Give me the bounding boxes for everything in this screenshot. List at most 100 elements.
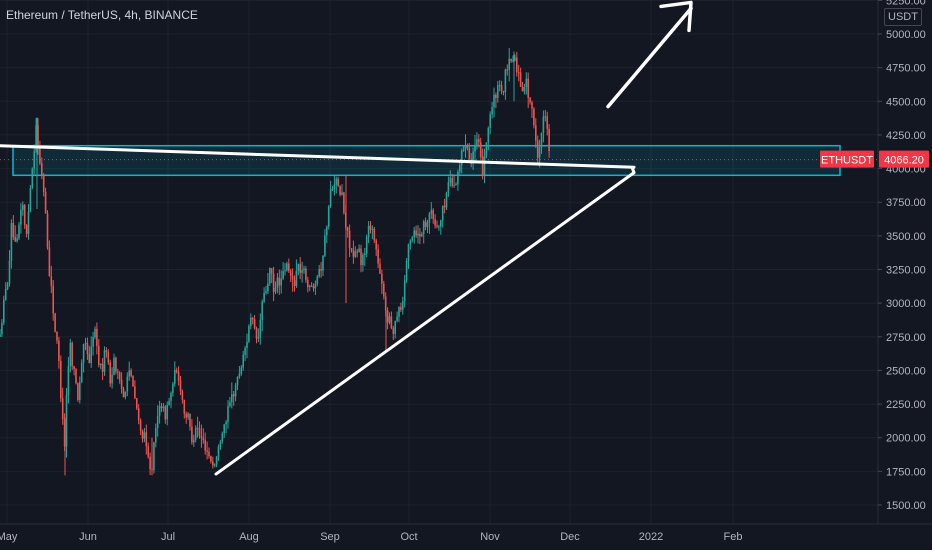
price-tick-label: 1500.00 xyxy=(886,500,926,512)
candlestick-series xyxy=(0,48,550,476)
candle-body xyxy=(364,253,366,255)
candle-body xyxy=(337,178,339,186)
candle-body xyxy=(487,128,490,143)
candle-body xyxy=(155,427,157,443)
candle-body xyxy=(96,328,98,346)
candle-body xyxy=(512,60,514,62)
candle-body xyxy=(143,432,146,439)
time-tick-label: Jul xyxy=(161,531,175,543)
candle-body xyxy=(371,228,374,230)
candle-body xyxy=(409,240,412,244)
candle-body xyxy=(516,57,518,73)
candle-body xyxy=(107,351,110,363)
candle-body xyxy=(41,163,43,176)
candle-body xyxy=(525,78,528,87)
candle-body xyxy=(98,345,100,365)
candle-body xyxy=(113,357,115,375)
candle-body xyxy=(326,226,328,236)
price-tick-label: 2250.00 xyxy=(886,399,926,411)
candle-body xyxy=(546,116,548,129)
candle-body xyxy=(58,340,60,361)
price-axis[interactable]: 1500.00 1750.00 2000.00 2250.00 2500.00 2750.… xyxy=(877,0,932,550)
candle-body xyxy=(462,148,465,151)
candle-body xyxy=(540,132,543,148)
candle-body xyxy=(196,427,199,429)
candle-body xyxy=(37,125,39,147)
candle-body xyxy=(535,125,537,141)
candle-body xyxy=(103,350,106,372)
candle-body xyxy=(354,251,357,257)
candle-body xyxy=(187,413,189,418)
candle-body xyxy=(362,254,364,266)
resistance-trendline xyxy=(0,144,636,169)
candle-body xyxy=(464,145,467,149)
candle-body xyxy=(120,379,123,389)
candle-body xyxy=(436,225,438,227)
candle-body xyxy=(455,184,457,186)
candle-body xyxy=(548,128,550,152)
candle-body xyxy=(375,240,377,250)
price-tick-label: 3500.00 xyxy=(886,231,926,243)
candle-body xyxy=(231,394,233,403)
candle-body xyxy=(445,192,448,208)
candle-body xyxy=(339,185,341,195)
price-tick-label: 5250.00 xyxy=(886,0,926,7)
candle-body xyxy=(438,226,440,228)
candle-body xyxy=(286,263,288,271)
candle-body xyxy=(329,189,332,207)
candle-body xyxy=(348,230,351,249)
price-tag-value: 4066.20 xyxy=(884,155,924,167)
candle-body xyxy=(523,86,526,92)
currency-badge[interactable]: USDT xyxy=(884,8,922,26)
candle-body xyxy=(430,210,433,214)
candle-body xyxy=(238,373,241,378)
candle-body xyxy=(403,280,406,302)
symbol-title: Ethereum / TetherUS, 4h, BINANCE xyxy=(6,8,198,22)
price-tick-label: 2500.00 xyxy=(886,365,926,377)
candle-body xyxy=(459,165,461,172)
candle-body xyxy=(177,371,180,381)
candle-body xyxy=(261,301,263,320)
candle-body xyxy=(310,285,313,287)
candle-body xyxy=(175,370,178,372)
candle-body xyxy=(90,346,92,364)
candle-body xyxy=(229,402,231,407)
candle-body xyxy=(136,398,138,409)
candle-body xyxy=(213,464,216,466)
time-axis[interactable]: May Jun Jul Aug Sep Oct Nov Dec 2022 Feb xyxy=(0,523,932,550)
candle-body xyxy=(130,370,132,376)
candle-body xyxy=(105,350,108,352)
candle-body xyxy=(126,376,129,392)
candle-body xyxy=(50,276,53,286)
price-tick-label: 1750.00 xyxy=(886,466,926,478)
candle-body xyxy=(179,380,182,392)
price-tick-label: 2000.00 xyxy=(886,433,926,445)
arrow-shaft xyxy=(606,6,693,109)
candle-body xyxy=(432,210,434,219)
candle-body xyxy=(474,145,476,152)
candle-body xyxy=(227,406,229,422)
candle-body xyxy=(71,342,73,367)
candle-body xyxy=(502,90,505,93)
candle-body xyxy=(263,292,265,302)
candle-body xyxy=(174,370,176,384)
candle-body xyxy=(278,277,281,286)
price-tick-label: 4500.00 xyxy=(886,96,926,108)
candle-body xyxy=(46,213,49,248)
candle-body xyxy=(333,184,336,189)
candle-body xyxy=(27,211,30,235)
candle-body xyxy=(111,374,113,384)
candle-body xyxy=(320,269,322,271)
candle-body xyxy=(259,319,262,338)
candle-body xyxy=(517,72,520,74)
candle-body xyxy=(369,225,372,230)
candle-body xyxy=(54,313,56,332)
candle-body xyxy=(118,372,121,380)
candle-body xyxy=(109,362,111,384)
candle-body xyxy=(147,446,149,457)
candle-body xyxy=(33,151,35,169)
candle-body xyxy=(289,271,292,276)
candle-body xyxy=(77,383,79,401)
